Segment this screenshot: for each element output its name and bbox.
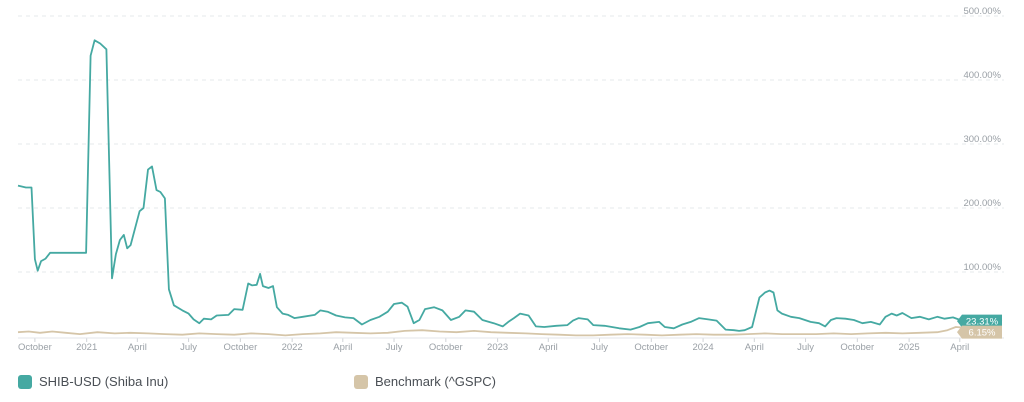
- series-line-shib: [17, 39, 1003, 332]
- x-tick-label: 2025: [899, 342, 920, 353]
- y-axis-ticks: 100.00% 200.00% 300.00% 400.00% 500.00%: [963, 6, 1001, 273]
- series-line-benchmark: [17, 326, 1003, 337]
- x-tick-label: April: [539, 342, 558, 353]
- x-axis-ticks: October 2021 April July October 2022 April July…: [18, 338, 969, 353]
- legend: SHIB-USD (Shiba Inu) Benchmark (^GSPC): [18, 374, 1018, 394]
- x-tick-label: July: [591, 342, 608, 353]
- legend-label-benchmark: Benchmark (^GSPC): [375, 374, 496, 389]
- x-tick-label: 2022: [282, 342, 303, 353]
- legend-swatch-shib: [18, 374, 32, 389]
- x-tick-label: October: [840, 342, 874, 353]
- x-tick-label: July: [797, 342, 814, 353]
- x-tick-label: April: [950, 342, 969, 353]
- x-tick-label: 2023: [487, 342, 508, 353]
- x-tick-label: July: [386, 342, 403, 353]
- y-tick-label: 200.00%: [963, 198, 1001, 209]
- end-label-benchmark: 6.15%: [957, 325, 1002, 339]
- end-label-shib: 23.31%: [957, 314, 1002, 328]
- performance-line-chart: 100.00% 200.00% 300.00% 400.00% 500.00% Octo…: [17, 6, 1004, 353]
- end-label-bg: [957, 314, 1002, 328]
- x-tick-label: October: [223, 342, 257, 353]
- x-tick-label: April: [333, 342, 352, 353]
- end-label-bg: [957, 325, 1002, 339]
- y-tick-label: 300.00%: [963, 134, 1001, 145]
- legend-swatch-benchmark: [354, 374, 368, 389]
- x-tick-label: April: [745, 342, 764, 353]
- y-tick-label: 400.00%: [963, 70, 1001, 81]
- x-tick-label: 2024: [693, 342, 714, 353]
- x-tick-label: October: [429, 342, 463, 353]
- x-tick-label: October: [634, 342, 668, 353]
- end-value-labels: 23.31%6.15%: [957, 314, 1002, 339]
- legend-item-shib[interactable]: SHIB-USD (Shiba Inu): [18, 374, 168, 389]
- end-label-text: 23.31%: [966, 317, 999, 328]
- x-tick-label: July: [180, 342, 197, 353]
- y-tick-label: 500.00%: [963, 6, 1001, 17]
- end-label-text: 6.15%: [969, 328, 996, 339]
- legend-label-shib: SHIB-USD (Shiba Inu): [39, 374, 169, 389]
- series-lines: [17, 39, 1003, 337]
- x-tick-label: October: [18, 342, 52, 353]
- legend-item-benchmark[interactable]: Benchmark (^GSPC): [354, 374, 496, 389]
- x-tick-label: April: [128, 342, 147, 353]
- x-tick-label: 2021: [76, 342, 97, 353]
- y-tick-label: 100.00%: [963, 262, 1001, 273]
